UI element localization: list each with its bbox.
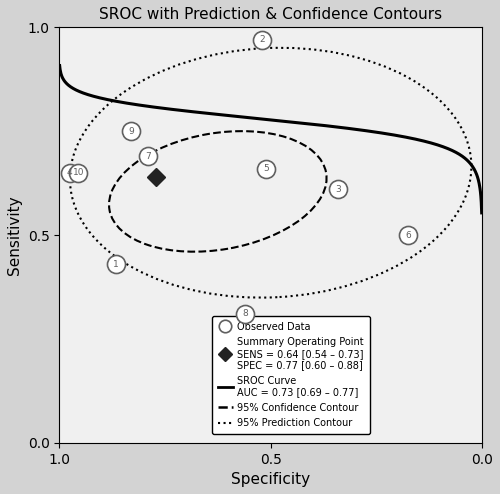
Text: 6: 6: [405, 231, 411, 240]
Y-axis label: Sensitivity: Sensitivity: [7, 195, 22, 275]
Text: 4: 4: [67, 168, 72, 177]
Text: 5: 5: [264, 164, 270, 173]
Title: SROC with Prediction & Confidence Contours: SROC with Prediction & Confidence Contou…: [99, 7, 442, 22]
Text: 3: 3: [336, 185, 341, 194]
Text: 9: 9: [128, 126, 134, 136]
Text: 1: 1: [114, 260, 119, 269]
Text: 8: 8: [242, 309, 248, 319]
Legend: Observed Data, Summary Operating Point
SENS = 0.64 [0.54 – 0.73]
SPEC = 0.77 [0.: Observed Data, Summary Operating Point S…: [212, 316, 370, 434]
Text: 7: 7: [145, 152, 151, 161]
Text: 2: 2: [260, 35, 265, 44]
X-axis label: Specificity: Specificity: [231, 472, 310, 487]
Text: 10: 10: [72, 168, 84, 177]
